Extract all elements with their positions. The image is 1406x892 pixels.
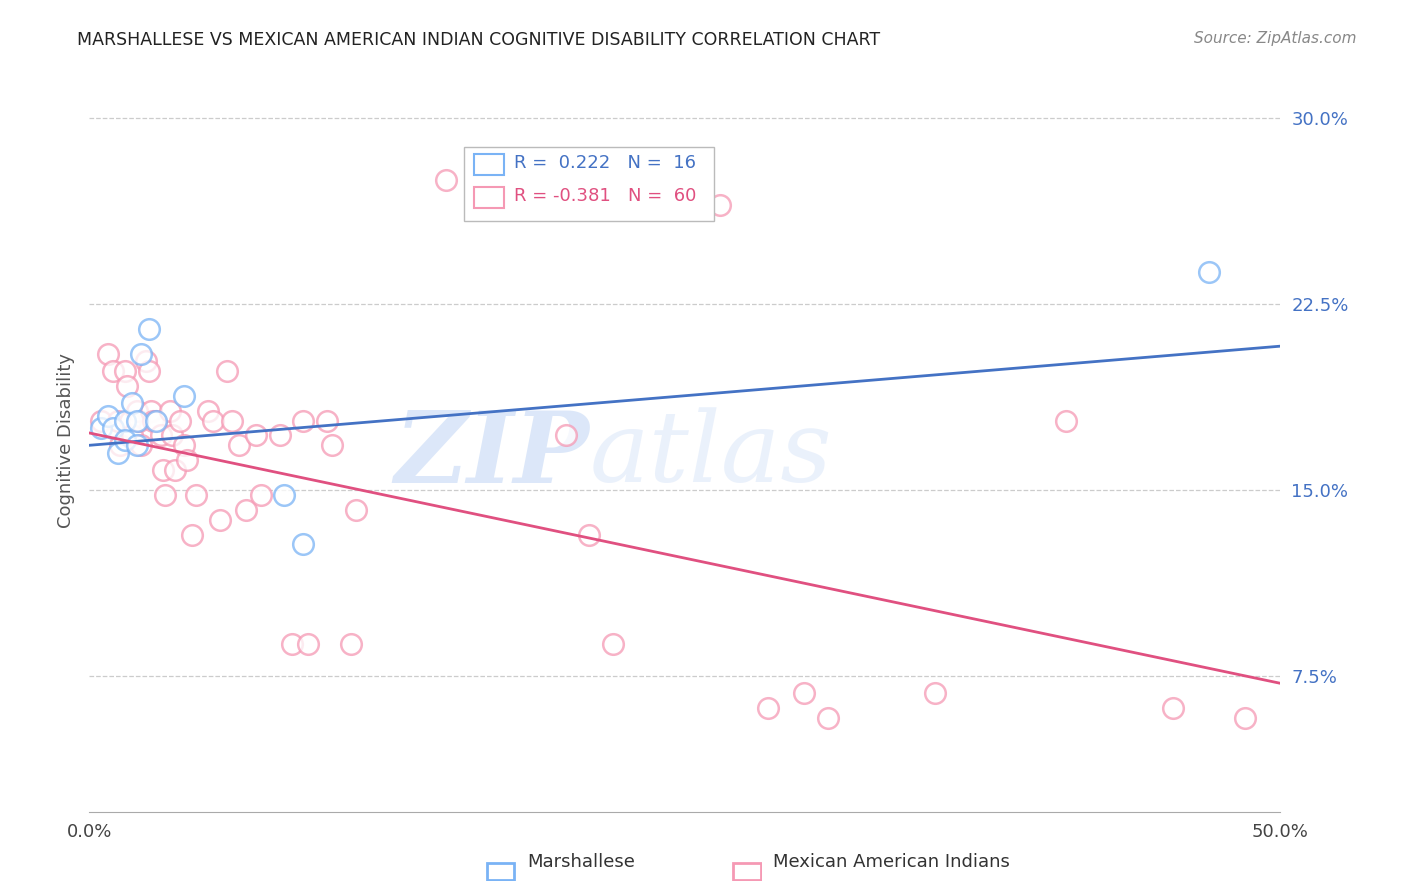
Point xyxy=(1198,265,1220,279)
Point xyxy=(97,346,120,360)
Point xyxy=(316,413,339,427)
Point xyxy=(121,428,143,442)
Point xyxy=(90,413,112,427)
Point xyxy=(101,364,124,378)
Text: Source: ZipAtlas.com: Source: ZipAtlas.com xyxy=(1194,31,1357,46)
Point xyxy=(817,711,839,725)
Point xyxy=(142,413,165,427)
FancyBboxPatch shape xyxy=(474,154,503,175)
Point xyxy=(107,446,129,460)
Point xyxy=(340,637,363,651)
Text: ZIP: ZIP xyxy=(395,407,589,503)
Point xyxy=(125,438,148,452)
Point xyxy=(149,428,172,442)
Point xyxy=(235,502,257,516)
Point xyxy=(554,428,576,442)
Point xyxy=(245,428,267,442)
Point xyxy=(173,438,195,452)
Text: R = -0.381   N =  60: R = -0.381 N = 60 xyxy=(515,186,697,204)
Point xyxy=(97,409,120,423)
Point xyxy=(131,346,153,360)
Point xyxy=(217,364,239,378)
Point xyxy=(273,488,295,502)
Point xyxy=(1054,413,1077,427)
Point xyxy=(495,180,517,194)
Point xyxy=(163,463,186,477)
Point xyxy=(101,421,124,435)
Point xyxy=(578,527,600,541)
Point xyxy=(131,438,153,452)
Point xyxy=(155,488,177,502)
Point xyxy=(114,434,136,448)
Text: Marshallese: Marshallese xyxy=(527,854,636,871)
Point xyxy=(197,403,219,417)
Text: R =  0.222   N =  16: R = 0.222 N = 16 xyxy=(515,154,696,172)
Text: atlas: atlas xyxy=(589,408,832,503)
FancyBboxPatch shape xyxy=(486,863,515,880)
Point xyxy=(602,637,624,651)
Point xyxy=(673,198,696,212)
Point xyxy=(436,173,458,187)
Point xyxy=(145,413,167,427)
Point xyxy=(297,637,319,651)
Point xyxy=(186,488,208,502)
FancyBboxPatch shape xyxy=(464,146,714,221)
Point xyxy=(90,421,112,435)
Point xyxy=(114,413,136,427)
Point xyxy=(115,379,138,393)
Y-axis label: Cognitive Disability: Cognitive Disability xyxy=(58,353,75,528)
Point xyxy=(269,428,291,442)
Point xyxy=(125,413,148,427)
Point xyxy=(173,389,195,403)
Point xyxy=(344,502,367,516)
Point xyxy=(321,438,343,452)
Point xyxy=(107,413,129,427)
Point xyxy=(924,686,946,700)
Point xyxy=(793,686,815,700)
Point xyxy=(756,701,779,715)
Point xyxy=(201,413,224,427)
Point xyxy=(162,428,184,442)
Point xyxy=(221,413,243,427)
Point xyxy=(1233,711,1256,725)
Point xyxy=(169,413,191,427)
Point xyxy=(280,637,302,651)
Text: MARSHALLESE VS MEXICAN AMERICAN INDIAN COGNITIVE DISABILITY CORRELATION CHART: MARSHALLESE VS MEXICAN AMERICAN INDIAN C… xyxy=(77,31,880,49)
Point xyxy=(1161,701,1184,715)
Point xyxy=(138,364,160,378)
Point xyxy=(709,198,731,212)
Point xyxy=(139,403,162,417)
Point xyxy=(180,527,202,541)
Point xyxy=(292,413,315,427)
Point xyxy=(159,403,181,417)
Text: Mexican American Indians: Mexican American Indians xyxy=(773,854,1010,871)
Point xyxy=(128,413,150,427)
Point xyxy=(292,537,315,551)
FancyBboxPatch shape xyxy=(474,186,503,208)
Point xyxy=(176,453,198,467)
Point xyxy=(145,413,167,427)
Point xyxy=(249,488,271,502)
Point xyxy=(209,513,232,527)
Point xyxy=(135,354,157,368)
Point xyxy=(114,364,136,378)
Point xyxy=(138,322,160,336)
Point xyxy=(228,438,250,452)
FancyBboxPatch shape xyxy=(733,863,761,880)
Point xyxy=(121,396,143,410)
Point xyxy=(125,403,148,417)
Point xyxy=(118,413,141,427)
Point xyxy=(108,438,131,452)
Point xyxy=(152,463,174,477)
Point xyxy=(506,180,529,194)
